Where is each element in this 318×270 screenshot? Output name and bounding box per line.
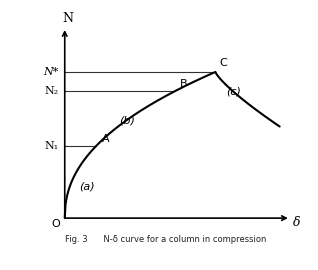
Text: B: B (180, 79, 188, 89)
Text: N*: N* (43, 67, 58, 77)
Text: N: N (63, 12, 73, 25)
Text: N₁: N₁ (44, 141, 58, 151)
Text: (a): (a) (79, 182, 95, 192)
Text: A: A (102, 134, 109, 144)
Text: (c): (c) (226, 86, 241, 96)
Text: δ: δ (293, 215, 301, 228)
Text: C: C (220, 58, 228, 68)
Text: (b): (b) (119, 116, 135, 126)
Text: Fig. 3      N-δ curve for a column in compression: Fig. 3 N-δ curve for a column in compres… (65, 235, 266, 244)
Text: O: O (52, 219, 60, 229)
Text: N₂: N₂ (44, 86, 58, 96)
